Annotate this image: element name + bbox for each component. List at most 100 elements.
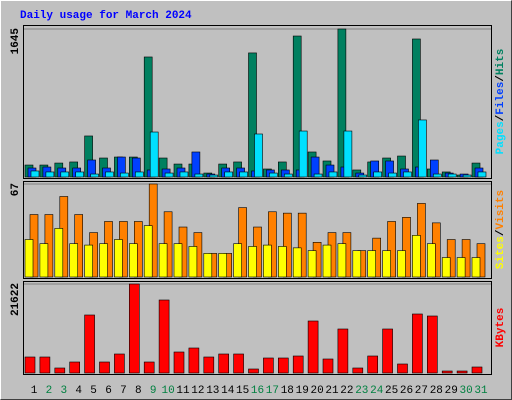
bar [268, 211, 277, 278]
bar [164, 172, 174, 178]
bar [75, 171, 84, 178]
bar [403, 171, 412, 178]
bar [292, 355, 304, 374]
bar [297, 212, 307, 278]
bar [441, 257, 451, 278]
bar [203, 253, 213, 278]
bar [158, 243, 168, 278]
bar [173, 243, 183, 278]
bar [224, 171, 233, 178]
x-tick-label: 24 [370, 385, 384, 397]
bar [343, 130, 353, 178]
bar [99, 243, 108, 278]
x-tick-label: 4 [75, 385, 82, 397]
x-tick-label: 15 [236, 385, 249, 397]
bar [143, 225, 153, 278]
x-tick-label: 19 [296, 385, 309, 397]
bar [238, 207, 247, 278]
legend-entry: Files [495, 82, 507, 115]
bar [60, 171, 70, 178]
x-tick-label: 7 [120, 385, 127, 397]
x-tick-label: 2 [46, 385, 53, 397]
bar [337, 328, 349, 374]
bar [39, 243, 49, 278]
bar [292, 247, 302, 278]
x-tick-label: 29 [445, 385, 458, 397]
x-tick-label: 18 [281, 385, 294, 397]
x-tick-label: 31 [474, 385, 488, 397]
bar [188, 246, 198, 278]
bar [277, 246, 287, 278]
bar [248, 368, 259, 374]
bar [233, 353, 244, 374]
legend-entry: Hits [495, 49, 507, 75]
x-tick-label: 1 [31, 385, 38, 397]
bar [135, 171, 144, 178]
bar [263, 244, 272, 278]
bar [277, 357, 289, 374]
bar [456, 370, 468, 374]
bar [477, 171, 487, 178]
bar [203, 356, 215, 374]
y-tick-label: 67 [10, 183, 22, 196]
bar [194, 173, 204, 178]
bar [209, 174, 219, 178]
x-tick-label: 16 [251, 385, 264, 397]
bar [352, 250, 362, 278]
y-tick-label: 1645 [10, 28, 22, 55]
x-tick-label: 26 [400, 385, 413, 397]
bar [283, 173, 293, 178]
bar [218, 353, 229, 374]
bar [337, 243, 347, 278]
bar [24, 356, 36, 374]
x-tick-label: 23 [355, 385, 368, 397]
bar [90, 173, 99, 178]
bar [39, 356, 51, 374]
legend-entry: KBytes [495, 308, 507, 348]
bar [239, 171, 248, 178]
bar [447, 173, 457, 178]
legend-entry: Pages [495, 121, 507, 154]
bar [387, 221, 396, 278]
bar [388, 172, 397, 178]
bar [418, 119, 427, 178]
bar [114, 239, 123, 278]
bar [382, 250, 391, 278]
bar [191, 151, 201, 178]
x-tick-label: 20 [310, 385, 323, 397]
bar [322, 244, 332, 278]
bar [120, 172, 129, 178]
bar [254, 133, 263, 178]
bar [397, 363, 408, 374]
bar [233, 243, 242, 278]
bar [397, 250, 406, 278]
bar [84, 314, 95, 374]
legend: KBytes [495, 308, 507, 348]
x-tick-label: 22 [340, 385, 353, 397]
bar [173, 351, 185, 374]
x-tick-label: 13 [206, 385, 219, 397]
legend: Sites/Visits [495, 190, 507, 269]
bar [282, 212, 292, 278]
bar [426, 243, 436, 278]
bar [358, 174, 368, 178]
bar [129, 283, 140, 374]
bar [352, 367, 364, 374]
bar [328, 171, 338, 178]
bar [54, 228, 64, 278]
legend-separator: / [495, 75, 507, 82]
bar [69, 361, 80, 374]
bar [412, 235, 421, 278]
bar [218, 253, 227, 278]
x-tick-label: 8 [135, 385, 142, 397]
bar [298, 130, 308, 178]
bar [382, 328, 393, 374]
x-tick-label: 11 [176, 385, 190, 397]
x-tick-label: 3 [60, 385, 67, 397]
legend-separator: / [495, 229, 507, 236]
bar [105, 171, 114, 178]
bar [367, 355, 379, 374]
